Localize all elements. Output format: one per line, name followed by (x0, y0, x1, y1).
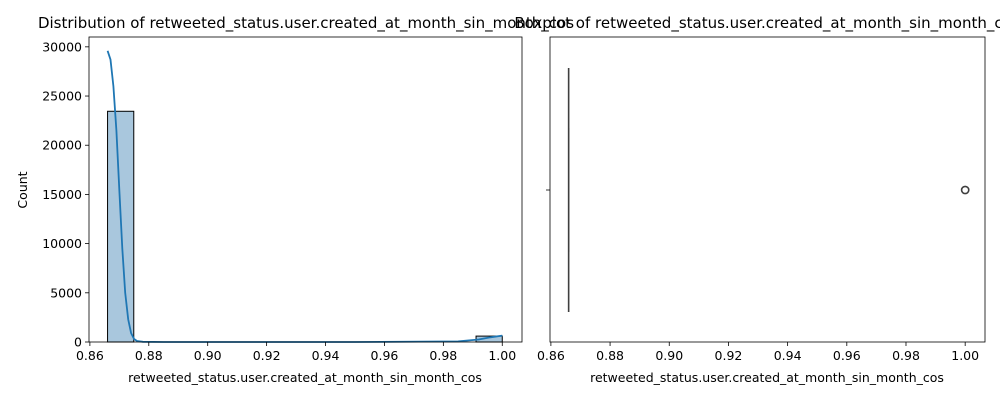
histogram-y-tick-label: 5000 (50, 285, 82, 300)
boxplot-title: Boxplot of retweeted_status.user.created… (514, 14, 1000, 33)
histogram-x-tick-label: 0.94 (312, 348, 340, 363)
boxplot-outlier (960, 185, 970, 195)
histogram-axes-frame (88, 36, 523, 343)
histogram-y-tick-label: 0 (74, 335, 82, 350)
histogram-y-tick-label: 20000 (42, 138, 82, 153)
histogram-y-axis-label: Count (15, 171, 30, 208)
histogram-title: Distribution of retweeted_status.user.cr… (38, 14, 574, 33)
histogram-x-tick-label: 1.00 (488, 348, 516, 363)
boxplot-x-tick-label: 0.94 (774, 348, 802, 363)
histogram-y-tick-label: 30000 (42, 39, 82, 54)
histogram-bars (107, 110, 503, 343)
histogram-y-tick-label: 10000 (42, 236, 82, 251)
histogram-x-tick-label: 0.88 (135, 348, 163, 363)
histogram-y-tick-label: 15000 (42, 187, 82, 202)
boxplot-x-tick-label: 0.92 (715, 348, 743, 363)
kde-line (106, 50, 503, 343)
boxplot-x-tick-label: 0.86 (537, 348, 565, 363)
histogram-x-ticks: 0.86 0.88 0.90 0.92 0.94 0.96 0.98 1.00 (76, 342, 516, 363)
boxplot-x-tick-label: 0.90 (655, 348, 683, 363)
histogram-x-axis-label: retweeted_status.user.created_at_month_s… (128, 370, 482, 385)
boxplot-x-tick-label: 0.96 (833, 348, 861, 363)
boxplot-panel: Boxplot of retweeted_status.user.created… (514, 14, 1000, 385)
histogram-x-tick-label: 0.96 (371, 348, 399, 363)
histogram-x-tick-label: 0.90 (194, 348, 222, 363)
histogram-x-tick-label: 0.92 (253, 348, 281, 363)
histogram-panel: Distribution of retweeted_status.user.cr… (15, 14, 574, 385)
boxplot-marks (567, 68, 970, 312)
histogram-x-tick-label: 0.86 (76, 348, 104, 363)
boxplot-axes-frame (549, 36, 986, 343)
boxplot-x-ticks: 0.86 0.88 0.90 0.92 0.94 0.96 0.98 1.00 (537, 342, 979, 363)
histogram-y-ticks: 0 5000 10000 15000 20000 25000 30000 (42, 39, 89, 350)
histogram-y-tick-label: 25000 (42, 89, 82, 104)
boxplot-x-axis-label: retweeted_status.user.created_at_month_s… (590, 370, 944, 385)
boxplot-x-tick-label: 0.88 (596, 348, 624, 363)
histogram-x-tick-label: 0.98 (429, 348, 457, 363)
boxplot-x-tick-label: 1.00 (951, 348, 979, 363)
boxplot-x-tick-label: 0.98 (892, 348, 920, 363)
